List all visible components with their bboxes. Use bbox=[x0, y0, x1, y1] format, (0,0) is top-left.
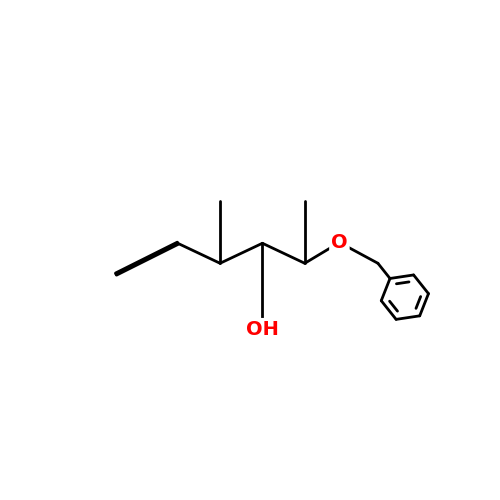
Text: O: O bbox=[331, 233, 347, 252]
Text: OH: OH bbox=[246, 320, 279, 339]
Text: OH: OH bbox=[246, 322, 279, 341]
Text: O: O bbox=[331, 233, 347, 252]
